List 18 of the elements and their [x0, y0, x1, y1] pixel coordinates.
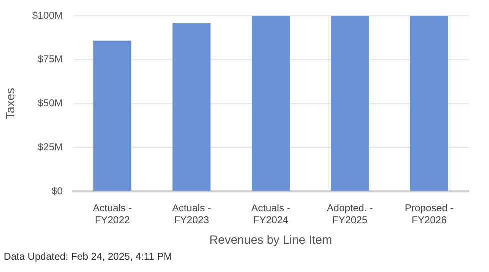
x-tick-label: Actuals - FY2023: [172, 203, 212, 226]
y-tick-label: $50M: [38, 98, 63, 110]
y-tick-label: $100M: [32, 10, 63, 22]
bar: [252, 16, 290, 192]
bar: [94, 40, 132, 192]
y-tick-label: $25M: [38, 142, 63, 154]
text: Data Updated: Feb 24, 2025, 4:11 PM: [3, 252, 174, 263]
x-tick-label: Actuals - FY2024: [252, 203, 290, 226]
y-tick-label: $75M: [38, 54, 63, 66]
bar: [331, 16, 370, 192]
x-tick-label: Adopted. - FY2025: [327, 203, 374, 226]
bar: [172, 24, 211, 192]
y-axis-title: Taxes: [4, 88, 18, 120]
y-tick-label: $0: [52, 186, 64, 198]
x-tick-label: Proposed - FY2026: [404, 203, 454, 226]
x-tick-label: Actuals - FY2022: [93, 203, 132, 226]
bar: [410, 16, 448, 192]
x-axis-title: Revenues by Line Item: [210, 233, 332, 248]
